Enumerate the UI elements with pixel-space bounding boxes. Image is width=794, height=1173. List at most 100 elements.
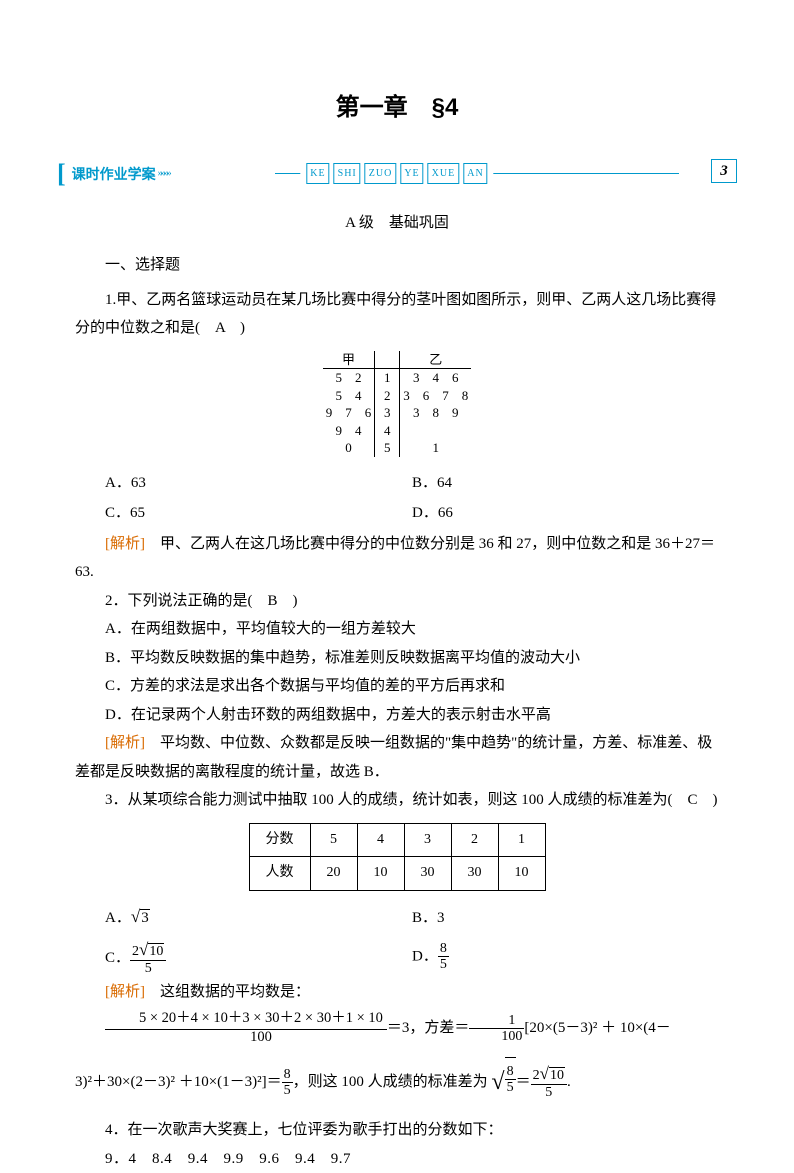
q3-optC: C．2√105 xyxy=(105,941,412,976)
l2fd: 5 xyxy=(282,1083,293,1098)
sl-cell: 5 xyxy=(375,439,400,457)
page-title: 第一章 §4 xyxy=(75,85,719,131)
sl-head-right: 乙 xyxy=(400,351,472,369)
formula-den: 100 xyxy=(105,1030,387,1046)
formula-frac2: 1100 xyxy=(469,1013,524,1045)
q3-optD-pre: D． xyxy=(412,948,438,964)
q1-analysis: [解析] 甲、乙两人在这几场比赛中得分的中位数分别是 36 和 27，则中位数之… xyxy=(75,530,719,587)
sl-cell: 2 xyxy=(375,387,400,405)
l2fn: 8 xyxy=(282,1067,293,1083)
q4-text: 4．在一次歌声大奖赛上，七位评委为歌手打出的分数如下： xyxy=(75,1116,719,1145)
q3-choices: A．√3 C．2√105 B．3 D．85 xyxy=(105,901,719,978)
sl-cell: 5 2 xyxy=(323,369,375,387)
sl-cell: 9 4 xyxy=(323,422,375,440)
sl-cell: 5 4 xyxy=(323,387,375,405)
table-cell: 5 xyxy=(310,823,357,857)
analysis-label: [解析] xyxy=(105,536,145,552)
bracket-icon: [ xyxy=(57,161,66,187)
l2sd: 5 xyxy=(505,1080,516,1095)
q3-formula-line1: 5 × 20＋4 × 10＋3 × 30＋2 × 30＋1 × 10100＝3，… xyxy=(75,1007,719,1049)
line2-mid: ，则这 100 人成绩的标准差为 xyxy=(293,1074,488,1090)
arrows-icon: »»»» xyxy=(158,164,170,183)
q3-optC-coef: 2 xyxy=(132,944,139,959)
stem-leaf-plot: 甲 乙 5 213 4 6 5 423 6 7 8 9 7 633 8 9 9 … xyxy=(307,351,487,457)
q3-optC-den: 5 xyxy=(130,961,166,976)
table-cell: 2 xyxy=(451,823,498,857)
q1-text: 1.甲、乙两名篮球运动员在某几场比赛中得分的茎叶图如图所示，则甲、乙两人这几场比… xyxy=(75,286,719,343)
sl-cell: 4 xyxy=(375,422,400,440)
l2sn: 8 xyxy=(505,1064,516,1080)
table-cell: 30 xyxy=(404,857,451,891)
q1-optC: C．65 xyxy=(105,499,412,528)
q3-optA: A．√3 xyxy=(105,901,412,933)
banner-label: 课时作业学案 xyxy=(72,161,156,188)
formula-mid2: [20×(5－3)² ＋ 10×(4－ xyxy=(524,1020,670,1036)
l2rd: 5 xyxy=(531,1085,567,1100)
table-cell: 4 xyxy=(357,823,404,857)
table-cell: 分数 xyxy=(249,823,310,857)
q3-analysis-pre-text: 这组数据的平均数是： xyxy=(145,984,310,1000)
q2-optA: A．在两组数据中，平均值较大的一组方差较大 xyxy=(75,615,719,644)
analysis-label: [解析] xyxy=(105,984,145,1000)
formula-mid1: ＝3，方差＝ xyxy=(387,1020,470,1036)
sl-cell xyxy=(400,422,472,440)
table-cell: 人数 xyxy=(249,857,310,891)
sl-head-left: 甲 xyxy=(323,351,375,369)
pinyin-box: YE xyxy=(400,163,423,184)
pinyin-box: ZUO xyxy=(365,163,397,184)
sl-cell: 3 xyxy=(375,404,400,422)
q2-analysis: [解析] 平均数、中位数、众数都是反映一组数据的"集中趋势"的统计量，方差、标准… xyxy=(75,729,719,786)
table-cell: 10 xyxy=(357,857,404,891)
score-table: 分数 5 4 3 2 1 人数 20 10 30 30 10 xyxy=(249,823,546,891)
q2-analysis-text: 平均数、中位数、众数都是反映一组数据的"集中趋势"的统计量，方差、标准差、极差都… xyxy=(75,735,712,780)
sl-cell: 9 7 6 xyxy=(323,404,375,422)
q3-optB: B．3 xyxy=(412,904,719,933)
l2rc: 2 xyxy=(533,1068,540,1083)
l2f: 85 xyxy=(282,1067,293,1099)
formula-frac: 5 × 20＋4 × 10＋3 × 30＋2 × 30＋1 × 10100 xyxy=(105,1011,387,1046)
line2-end: . xyxy=(567,1074,571,1090)
banner: [ 课时作业学案 »»»» KE SHI ZUO YE XUE AN 3 xyxy=(75,161,719,187)
table-cell: 20 xyxy=(310,857,357,891)
q3-analysis-pre: [解析] 这组数据的平均数是： xyxy=(75,978,719,1007)
f1d: 100 xyxy=(469,1029,524,1044)
sl-cell: 3 8 9 xyxy=(400,404,472,422)
f1n: 1 xyxy=(469,1013,524,1029)
q3-optD-num: 8 xyxy=(438,941,449,957)
q2-text: 2．下列说法正确的是( B ) xyxy=(75,587,719,616)
q3-optD: D．85 xyxy=(412,941,719,973)
q1-optB: B．64 xyxy=(412,469,719,498)
q3-text: 3．从某项综合能力测试中抽取 100 人的成绩，统计如表，则这 100 人成绩的… xyxy=(75,786,719,815)
section-heading: 一、选择题 xyxy=(75,251,719,280)
banner-number: 3 xyxy=(711,159,737,183)
sl-cell: 0 xyxy=(323,439,375,457)
sl-cell: 1 xyxy=(400,439,472,457)
pinyin-box: AN xyxy=(463,163,487,184)
sl-cell: 3 4 6 xyxy=(400,369,472,387)
analysis-label: [解析] xyxy=(105,735,145,751)
q2-optB: B．平均数反映数据的集中趋势，标准差则反映数据离平均值的波动大小 xyxy=(75,644,719,673)
q3-optC-rad: 10 xyxy=(148,943,164,959)
q1-optA: A．63 xyxy=(105,469,412,498)
sl-head-stem xyxy=(375,351,400,369)
table-cell: 1 xyxy=(498,823,545,857)
q3-optA-rad: 3 xyxy=(140,909,150,926)
banner-left: [ 课时作业学案 »»»» xyxy=(57,161,170,188)
q2-optC: C．方差的求法是求出各个数据与平均值的差的平方后再求和 xyxy=(75,672,719,701)
l2rr: 10 xyxy=(549,1067,565,1083)
table-cell: 3 xyxy=(404,823,451,857)
level-label: A 级 基础巩固 xyxy=(75,209,719,238)
pinyin-box: KE xyxy=(306,163,329,184)
formula-num: 5 × 20＋4 × 10＋3 × 30＋2 × 30＋1 × 10 xyxy=(105,1011,387,1030)
q1-choices: A．63 C．65 B．64 D．66 xyxy=(105,469,719,530)
q1-optD: D．66 xyxy=(412,499,719,528)
sl-cell: 3 6 7 8 xyxy=(400,387,472,405)
pinyin-box: XUE xyxy=(428,163,460,184)
line2-pre: 3)²＋30×(2－3)² ＋10×(1－3)²]＝ xyxy=(75,1074,282,1090)
q1-analysis-text: 甲、乙两人在这几场比赛中得分的中位数分别是 36 和 27，则中位数之和是 36… xyxy=(75,536,715,581)
banner-pinyin: KE SHI ZUO YE XUE AN xyxy=(300,163,493,184)
sl-cell: 1 xyxy=(375,369,400,387)
table-cell: 30 xyxy=(451,857,498,891)
line2-eq: ＝ xyxy=(516,1074,531,1090)
pinyin-box: SHI xyxy=(334,163,361,184)
